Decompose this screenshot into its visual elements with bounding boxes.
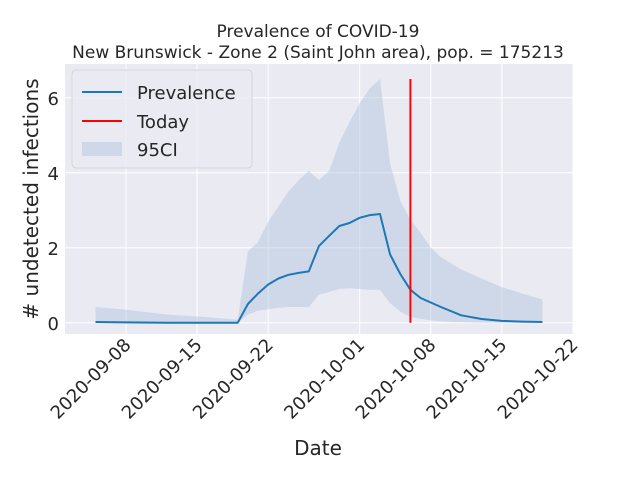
marks — [95, 79, 543, 324]
legend-95ci-label: 95CI — [137, 140, 178, 161]
legend-box — [71, 69, 253, 169]
y-axis-label: # undetected infections — [19, 78, 43, 319]
legend-today-label: Today — [136, 112, 189, 133]
legend: Prevalence Today 95CI — [71, 69, 253, 169]
legend-prevalence-label: Prevalence — [137, 83, 236, 104]
x-axis-label: Date — [294, 436, 342, 460]
legend-95ci-swatch — [82, 142, 122, 156]
chart-subtitle: New Brunswick - Zone 2 (Saint John area)… — [72, 43, 564, 63]
ci-band — [95, 79, 543, 323]
prevalence-line — [95, 213, 543, 324]
chart-title: Prevalence of COVID-19 — [217, 22, 420, 42]
y-tick-label-0: 0 — [48, 314, 59, 335]
y-tick-label-2: 4 — [48, 164, 59, 185]
y-tick-label-3: 6 — [48, 89, 59, 110]
y-tick-label-1: 2 — [48, 239, 59, 260]
